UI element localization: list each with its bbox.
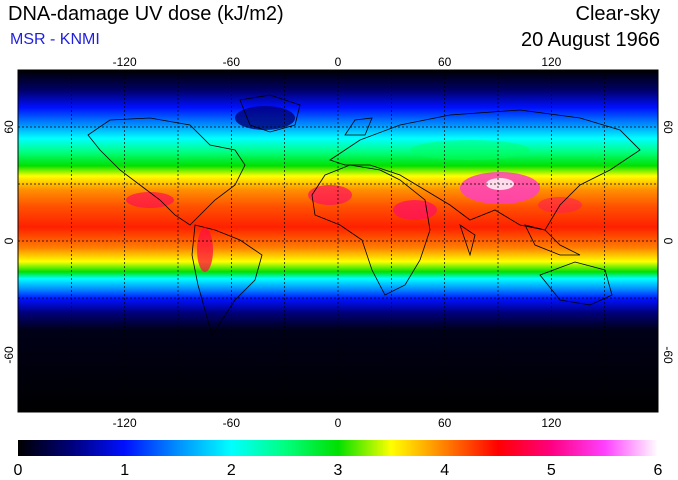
lat-tick-label: 0 [661,238,675,245]
lat-tick-label: 0 [2,237,16,244]
lon-tick-label: -60 [223,55,241,69]
coastlines [87,94,641,336]
lon-tick-label: 120 [541,416,561,430]
lat-tick-label: -60 [2,346,16,364]
date-label: 20 August 1966 [520,29,660,51]
colorbar-ticks: 0 1 2 3 4 5 6 [14,462,663,479]
colorbar-tick-label: 2 [227,462,236,479]
lat-tick-label: -60 [661,346,675,364]
lat-tick-label: 60 [661,120,675,134]
map-title: DNA-damage UV dose (kJ/m2) [8,3,284,25]
colorbar [18,440,658,456]
lat-ticks-right: 60 0 -60 [661,120,675,364]
arabia-hotspot [393,200,437,220]
colorbar-tick-label: 0 [14,462,23,479]
lon-tick-label: 60 [438,55,452,69]
lat-ticks-left: 60 0 -60 [2,120,16,364]
lon-tick-label: 0 [335,55,342,69]
graticule [18,70,658,412]
colorbar-tick-label: 5 [547,462,556,479]
lon-tick-label: -120 [113,416,137,430]
lat-tick-label: 60 [2,120,16,134]
sky-condition-label: Clear-sky [575,3,660,25]
lon-tick-label: 0 [335,416,342,430]
colorbar-tick-label: 6 [654,462,663,479]
andes-hotspot [197,228,213,272]
sahara-hotspot [308,185,352,205]
source-label: MSR - KNMI [10,31,100,48]
lon-tick-label: 120 [541,55,561,69]
colorbar-tick-label: 1 [120,462,129,479]
lon-ticks-bottom: -120 -60 0 60 120 [113,416,562,430]
colorbar-tick-label: 3 [334,462,343,479]
lon-tick-label: 60 [438,416,452,430]
map-frame [17,69,659,413]
lon-ticks-top: -120 -60 0 60 120 [113,55,562,69]
lon-tick-label: -120 [113,55,137,69]
colorbar-tick-label: 4 [440,462,449,479]
lon-tick-label: -60 [223,416,241,430]
